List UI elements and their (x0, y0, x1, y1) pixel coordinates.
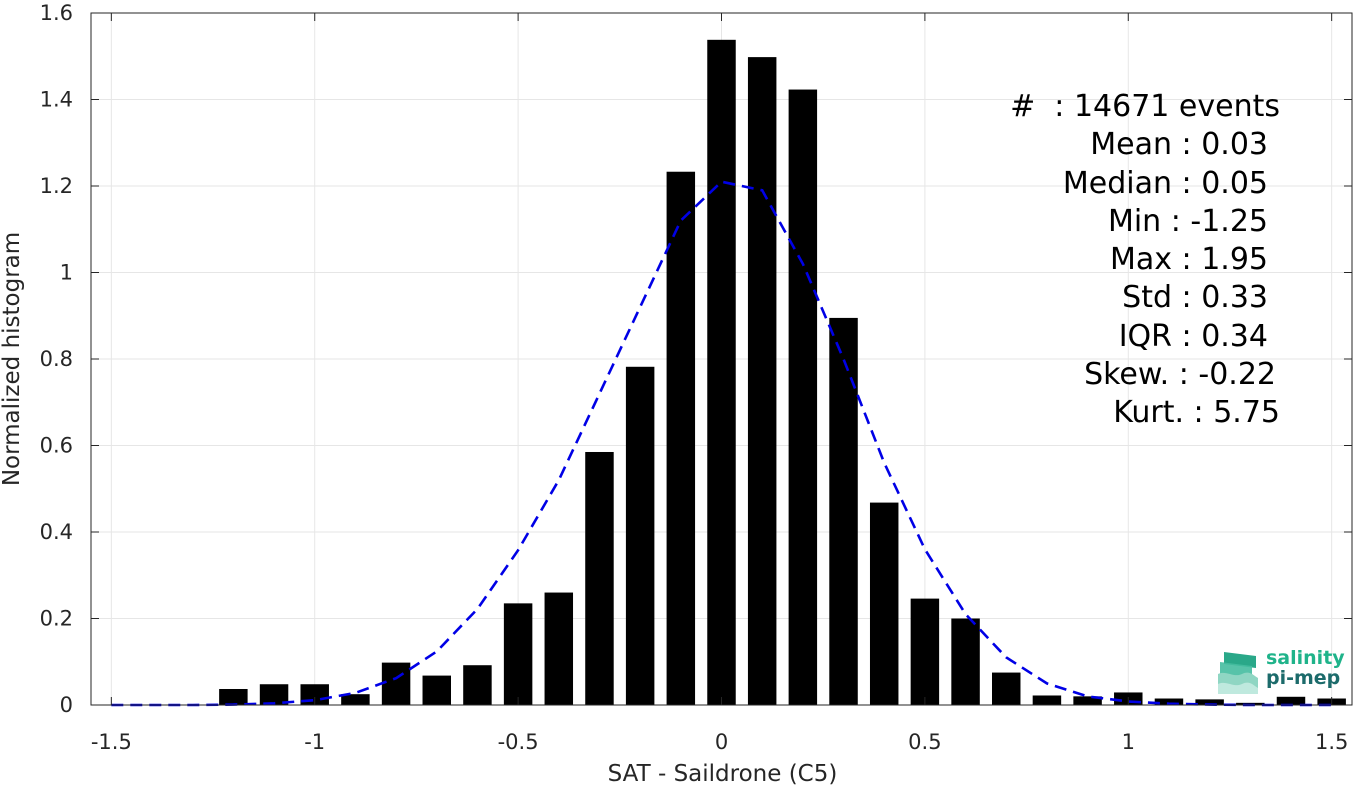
logo-text: salinity pi-mep (1266, 648, 1345, 688)
stat-median: Median : 0.05 (1062, 165, 1268, 201)
x-tick-label: 1.5 (1315, 730, 1348, 754)
y-tick-label: 1.4 (40, 88, 73, 112)
histogram-bars (219, 39, 1346, 706)
histogram-bar (1276, 696, 1306, 705)
logo-line-2: pi-mep (1266, 667, 1341, 689)
histogram-bar (707, 39, 736, 705)
stat-kurt: Kurt. : 5.75 (1113, 395, 1280, 431)
histogram-bar (259, 684, 289, 705)
stat-mean: Mean : 0.03 (1090, 127, 1268, 163)
salinity-pi-mep-logo: salinity pi-mep (1216, 646, 1346, 696)
y-axis-ticks: 0 0.2 0.4 0.6 0.8 1 1.2 1.4 1.6 (40, 1, 1352, 717)
histogram-bar (503, 603, 533, 705)
y-tick-label: 0.6 (40, 434, 73, 458)
histogram-bar (381, 662, 411, 705)
histogram-bar (625, 366, 655, 705)
histogram-bar (422, 675, 451, 705)
histogram-bar (1154, 698, 1184, 705)
y-tick-label: 0 (60, 693, 73, 717)
x-tick-label: -1.5 (91, 730, 132, 754)
statistics-box: # : 14671 events Mean : 0.03 Median : 0.… (960, 88, 1280, 433)
histogram-bar (951, 618, 980, 705)
stat-max: Max : 1.95 (1110, 242, 1268, 278)
histogram-bar (992, 672, 1021, 705)
stat-iqr: IQR : 0.34 (1118, 318, 1268, 354)
histogram-bar (1032, 695, 1062, 705)
x-tick-label: 0.5 (908, 730, 941, 754)
y-tick-label: 1 (60, 261, 73, 285)
y-tick-label: 0.2 (40, 607, 73, 631)
y-axis-label: Normalized histogram (0, 232, 25, 486)
histogram-bar (219, 688, 248, 705)
stat-events: # : 14671 events (1010, 89, 1280, 124)
stat-skew: Skew. : -0.22 (1084, 357, 1276, 393)
histogram-bar (585, 451, 614, 705)
x-tick-label: -1 (304, 730, 325, 754)
y-tick-label: 0.8 (40, 347, 73, 371)
x-tick-label: 0 (715, 730, 728, 754)
histogram-bar (829, 317, 858, 705)
stat-std: Std : 0.33 (1122, 280, 1268, 316)
x-axis-label: SAT - Saildrone (C5) (608, 761, 838, 785)
histogram-bar (1195, 699, 1224, 705)
y-tick-label: 1.2 (40, 174, 73, 198)
histogram-bar (747, 57, 777, 706)
histogram-bar (666, 171, 696, 706)
histogram-bar (463, 665, 492, 705)
histogram-bar (869, 502, 899, 705)
y-tick-label: 1.6 (40, 1, 73, 25)
histogram-bar (544, 592, 574, 705)
y-tick-label: 0.4 (40, 520, 73, 544)
stat-min: Min : -1.25 (1107, 203, 1268, 239)
x-tick-label: -0.5 (498, 730, 539, 754)
x-axis-ticks: -1.5 -1 -0.5 0 0.5 1 1.5 (91, 13, 1348, 754)
histogram-bar (788, 89, 818, 706)
histogram-bar (1073, 696, 1102, 705)
logo-line-1: salinity (1266, 647, 1345, 669)
histogram-bar (341, 694, 370, 705)
histogram-bar (910, 598, 940, 705)
logo-waves-icon (1218, 652, 1258, 694)
x-tick-label: 1 (1122, 730, 1135, 754)
